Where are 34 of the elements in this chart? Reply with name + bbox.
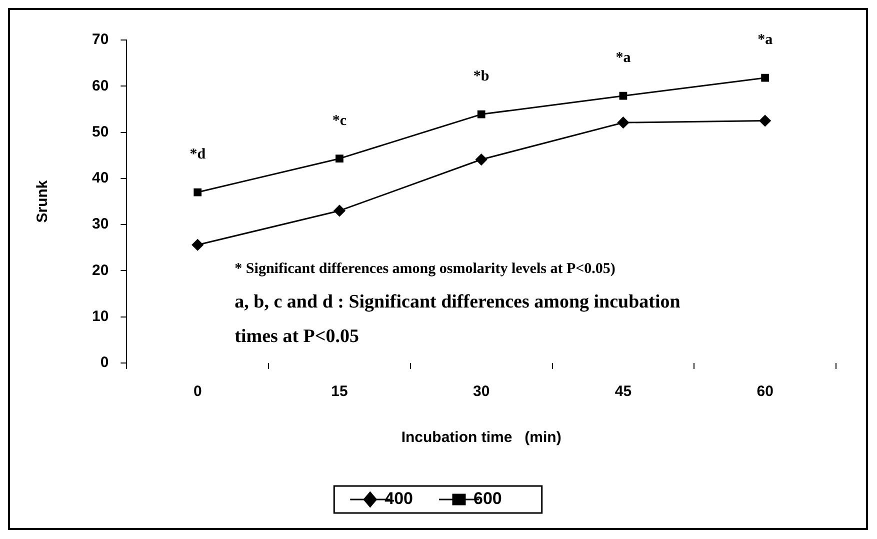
y-tick-label: 10 bbox=[92, 308, 109, 325]
point bbox=[619, 92, 628, 100]
point bbox=[759, 115, 771, 126]
annotation: *d bbox=[190, 146, 206, 163]
annotation: *a bbox=[758, 32, 774, 48]
x-tick-label: 0 bbox=[193, 383, 202, 400]
annotation: *c bbox=[332, 112, 347, 129]
x-axis-title: Incubation time (min) bbox=[401, 429, 562, 446]
point bbox=[194, 188, 202, 196]
point bbox=[334, 204, 346, 216]
point bbox=[477, 110, 486, 118]
point bbox=[336, 154, 344, 163]
point bbox=[192, 239, 204, 251]
y-tick-label: 30 bbox=[92, 216, 109, 233]
annotation: * Significant differences among osmolarity levels at P<0.05) bbox=[234, 261, 616, 278]
y-tick-label: 40 bbox=[92, 170, 109, 187]
x-tick-label: 15 bbox=[331, 383, 348, 400]
y-tick-label: 70 bbox=[92, 31, 109, 48]
y-tick-label: 50 bbox=[92, 123, 109, 140]
legend-label: 400 bbox=[384, 489, 414, 508]
annotation: *b bbox=[473, 68, 490, 85]
x-tick-label: 60 bbox=[756, 383, 774, 400]
point bbox=[617, 116, 629, 128]
point bbox=[761, 74, 769, 82]
x-tick-label: 45 bbox=[614, 383, 632, 400]
y-tick-label: 0 bbox=[100, 354, 109, 372]
y-tick-label: 20 bbox=[92, 262, 109, 279]
y-tick-label: 60 bbox=[92, 77, 109, 94]
x-tick-label: 30 bbox=[473, 383, 490, 400]
annotation: *a bbox=[616, 50, 632, 66]
legend-label: 600 bbox=[474, 489, 502, 508]
y-axis-title: Srunk bbox=[34, 180, 52, 223]
point bbox=[476, 154, 488, 166]
annotation: a, b, c and d : Significant differences among incubation times at P<0.05 bbox=[234, 292, 681, 348]
